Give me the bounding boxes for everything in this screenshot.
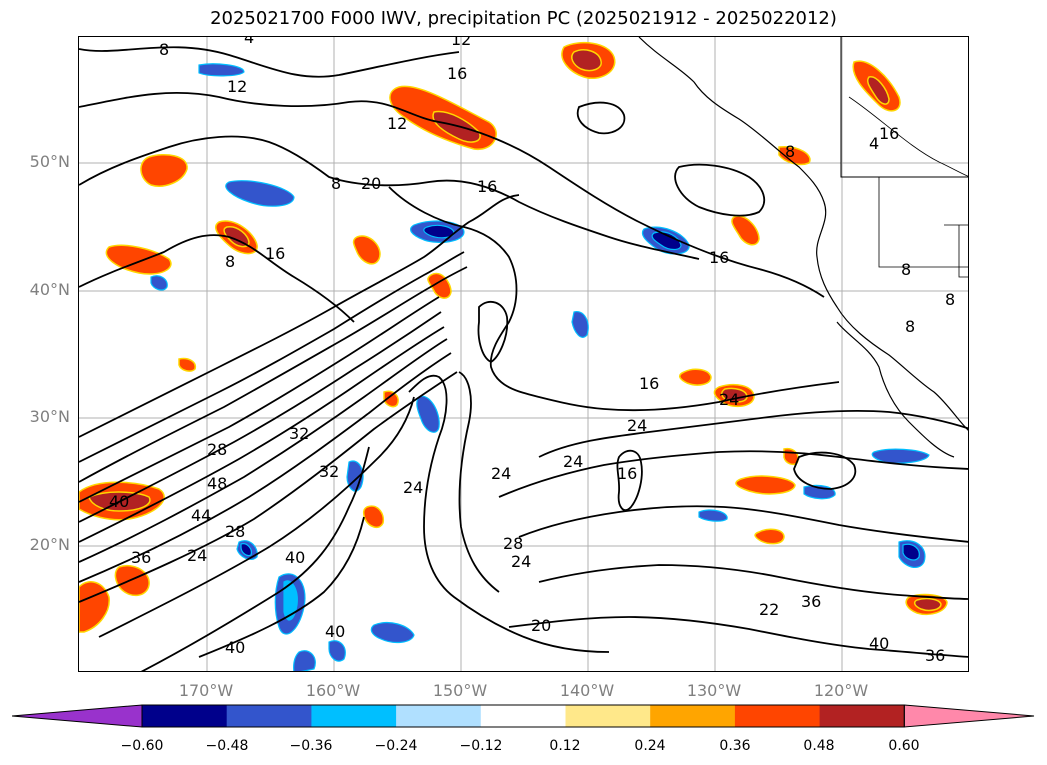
- contour-label: 12: [227, 77, 247, 96]
- contour-label: 8: [331, 174, 341, 193]
- colorbar-tick: −0.60: [120, 738, 164, 754]
- lat-label-40n: 40°N: [29, 280, 70, 299]
- lon-label-170w: 170°W: [178, 681, 234, 700]
- iwv-contour-labels: 8 4 12 12 16 12 8 20 16 8 16 8 16 16 16 …: [109, 37, 955, 665]
- colorbar-cells: [12, 704, 1035, 728]
- colorbar-cell: [396, 705, 482, 727]
- contour-label: 48: [207, 474, 227, 493]
- precip-positive-blobs: [79, 41, 948, 633]
- contour-label: 20: [531, 616, 551, 635]
- contour-label: 44: [191, 506, 211, 525]
- contour-label: 40: [869, 634, 889, 653]
- colorbar-cell: [226, 705, 312, 727]
- contour-label: 40: [109, 492, 129, 511]
- lat-label-30n: 30°N: [29, 407, 70, 426]
- contour-label: 22: [759, 600, 779, 619]
- contour-label: 36: [925, 646, 945, 665]
- colorbar-frame: [141, 704, 905, 728]
- contour-label: 16: [477, 177, 497, 196]
- colorbar-cell: [142, 705, 228, 727]
- colorbar-tick: −0.48: [205, 738, 249, 754]
- lon-label-160w: 160°W: [305, 681, 361, 700]
- contour-label: 8: [159, 40, 169, 59]
- colorbar-cell: [480, 705, 566, 727]
- contour-label: 12: [387, 114, 407, 133]
- contour-label: 24: [627, 416, 647, 435]
- colorbar-cell: [819, 705, 905, 727]
- gridlines: [79, 37, 968, 671]
- contour-label: 20: [361, 174, 381, 193]
- lat-label-20n: 20°N: [29, 535, 70, 554]
- contour-label: 12: [451, 37, 471, 49]
- contour-label: 36: [801, 592, 821, 611]
- contour-label: 24: [403, 478, 423, 497]
- lon-label-130w: 130°W: [686, 681, 742, 700]
- contour-label: 28: [207, 440, 227, 459]
- contour-label: 16: [617, 464, 637, 483]
- colorbar-tick: 0.60: [888, 738, 920, 754]
- contour-label: 24: [563, 452, 583, 471]
- contour-label: 24: [719, 390, 739, 409]
- contour-label: 8: [905, 317, 915, 336]
- contour-label: 40: [225, 638, 245, 657]
- colorbar-cell: [650, 705, 736, 727]
- contour-label: 8: [225, 252, 235, 271]
- contour-label: 32: [319, 462, 339, 481]
- lon-label-150w: 150°W: [432, 681, 488, 700]
- contour-label: 16: [639, 374, 659, 393]
- iwv-contours: [79, 46, 968, 671]
- colorbar-tick: 0.24: [634, 738, 666, 754]
- contour-label: 32: [289, 424, 309, 443]
- contour-label: 8: [785, 142, 795, 161]
- precip-negative-blobs: [150, 63, 930, 671]
- contour-label: 8: [901, 260, 911, 279]
- lon-label-120w: 120°W: [813, 681, 869, 700]
- colorbar: [12, 704, 1035, 728]
- colorbar-extend-max: [903, 704, 1035, 728]
- colorbar-extend-min: [12, 704, 143, 728]
- contour-label: 28: [225, 522, 245, 541]
- figure-title: 2025021700 F000 IWV, precipitation PC (2…: [210, 8, 837, 29]
- contour-label: 16: [447, 64, 467, 83]
- contour-label: 36: [131, 548, 151, 567]
- colorbar-cell: [565, 705, 651, 727]
- contour-label: 16: [879, 124, 899, 143]
- coastlines: [638, 37, 968, 458]
- lon-label-140w: 140°W: [559, 681, 615, 700]
- contour-label: 24: [511, 552, 531, 571]
- lat-label-50n: 50°N: [29, 152, 70, 171]
- contour-label: 40: [285, 548, 305, 567]
- contour-label: 28: [503, 534, 523, 553]
- colorbar-cell: [311, 705, 397, 727]
- contour-label: 24: [187, 546, 207, 565]
- contour-label: 24: [491, 464, 511, 483]
- colorbar-tick: −0.24: [374, 738, 418, 754]
- colorbar-tick: 0.12: [549, 738, 581, 754]
- contour-label: 4: [869, 134, 879, 153]
- map-canvas: 8 4 12 12 16 12 8 20 16 8 16 8 16 16 16 …: [79, 37, 968, 671]
- colorbar-cell: [734, 705, 821, 727]
- contour-label: 40: [325, 622, 345, 641]
- contour-label: 8: [945, 290, 955, 309]
- contour-label: 16: [265, 244, 285, 263]
- colorbar-tick: 0.36: [719, 738, 751, 754]
- contour-label: 4: [244, 37, 254, 47]
- colorbar-tick: −0.36: [289, 738, 333, 754]
- map-panel: 8 4 12 12 16 12 8 20 16 8 16 8 16 16 16 …: [78, 36, 969, 672]
- colorbar-tick: −0.12: [459, 738, 503, 754]
- colorbar-tick: 0.48: [803, 738, 835, 754]
- contour-label: 16: [709, 248, 729, 267]
